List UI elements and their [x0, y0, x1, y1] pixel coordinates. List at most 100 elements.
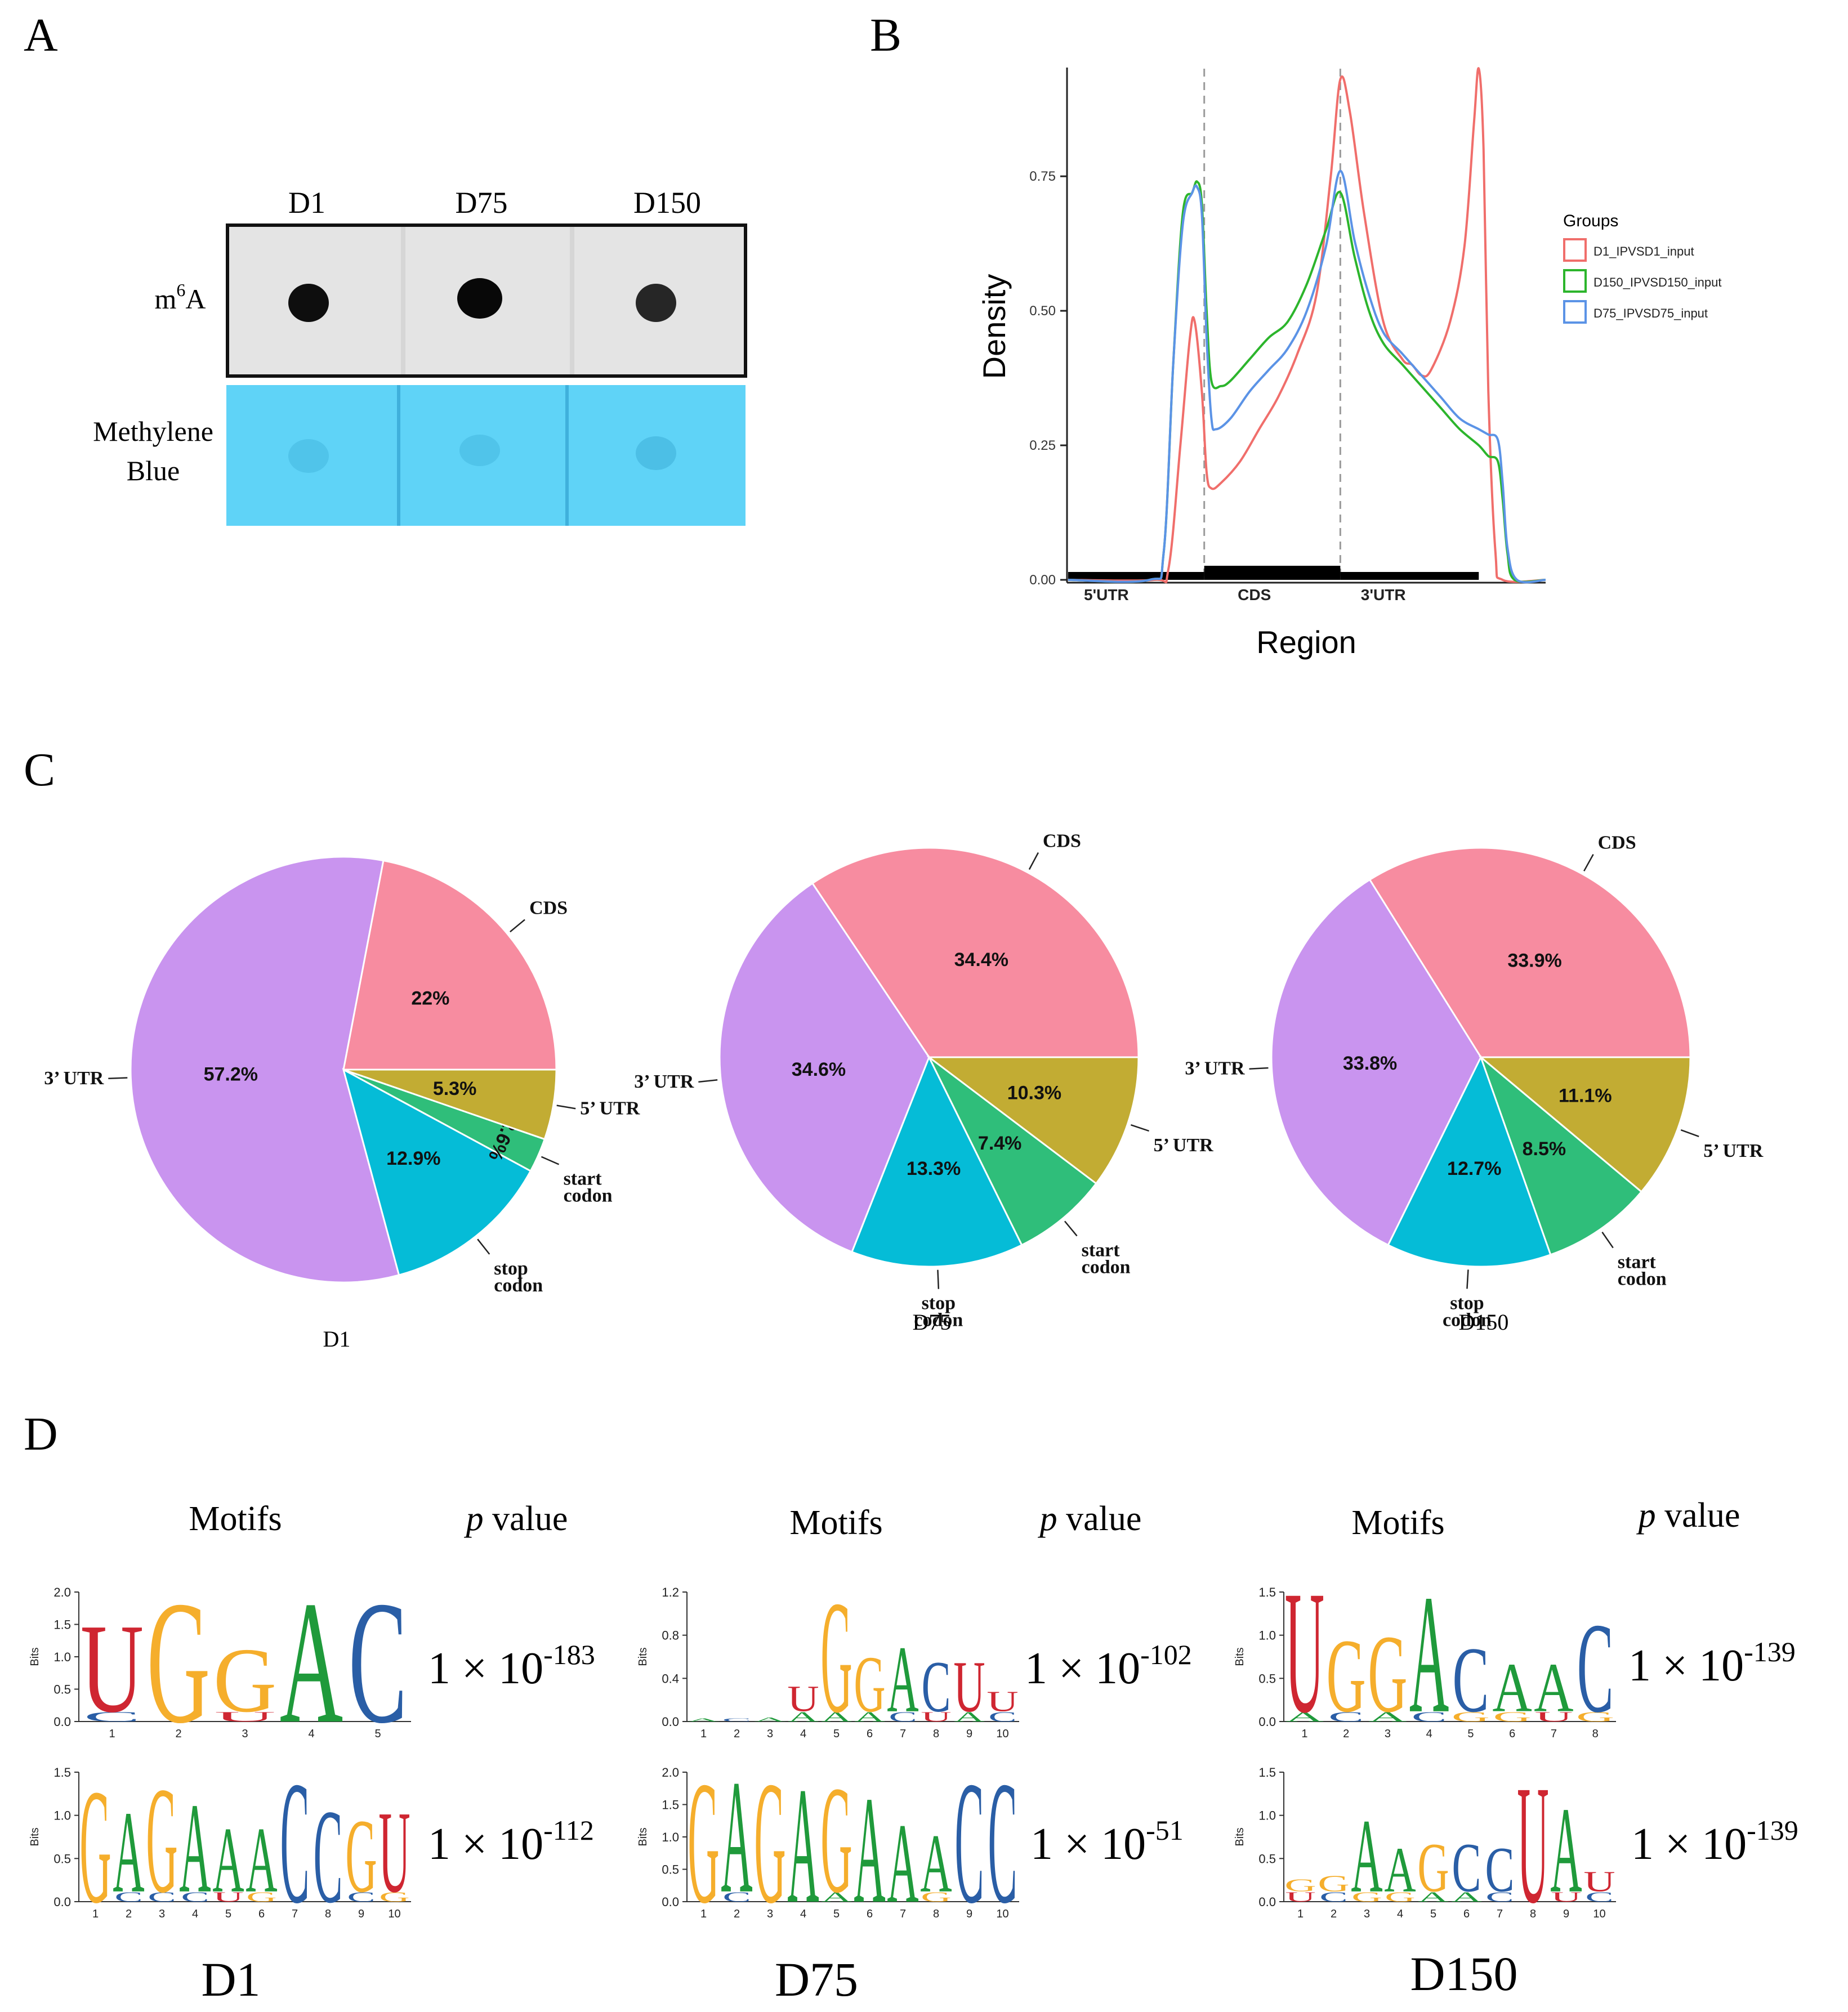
- pie-category-label: start: [1618, 1252, 1657, 1273]
- motifs-header: Motifs: [789, 1504, 882, 1542]
- pie-category-label: 3’ UTR: [44, 1068, 104, 1089]
- logo-letter: G: [1326, 1618, 1365, 1734]
- density-line-2: [1068, 169, 1546, 584]
- panel-letter-a: A: [24, 9, 58, 61]
- logo-position-label: 1: [109, 1728, 115, 1740]
- pie-leader-line: [108, 1077, 128, 1080]
- logo-letter: C: [347, 1889, 375, 1905]
- logo-letter: C: [1328, 1709, 1364, 1725]
- logo-letter: G: [854, 1639, 885, 1729]
- logo-y-tick-label: 1.5: [1258, 1765, 1276, 1779]
- m6a-dot-d1: [288, 284, 329, 322]
- logo-position-label: 8: [325, 1908, 331, 1920]
- logo-position-label: 10: [1593, 1908, 1605, 1920]
- logo-y-tick-label: 0.8: [662, 1629, 679, 1643]
- logo-letter: A: [1409, 1559, 1449, 1748]
- logo-position-label: 1: [1301, 1728, 1307, 1740]
- logo-letter: G: [379, 1889, 409, 1905]
- logo-letter: G: [688, 1746, 719, 1941]
- pie-category-label: codon: [1443, 1309, 1492, 1330]
- pie-slice: [928, 1056, 1097, 1246]
- logo-position-label: 1: [1297, 1908, 1304, 1920]
- pie-category-label: CDS: [1043, 830, 1081, 851]
- pie-category-label: codon: [1618, 1269, 1667, 1290]
- logo-letter: A: [1384, 1835, 1416, 1906]
- logo-letter: G: [1417, 1828, 1449, 1907]
- pie-slice: [718, 882, 930, 1253]
- blot-column-label: D75: [456, 186, 508, 220]
- motif-p-value: 1 × 10-51: [1030, 1814, 1184, 1869]
- logo-axis-label: Bits: [29, 1647, 41, 1666]
- logo-y-tick-label: 1.0: [662, 1830, 679, 1844]
- legend: Groups D1_IPVSD1_input D150_IPVSD150_inpu…: [1563, 212, 1722, 324]
- logo-letter: G: [79, 1755, 111, 1938]
- logo-position-label: 3: [242, 1728, 248, 1740]
- pie-category-label: start: [564, 1168, 602, 1189]
- blot-seam: [570, 227, 574, 374]
- logo-y-tick-label: 2.0: [53, 1585, 71, 1599]
- pie-category-label: 5’ UTR: [1154, 1135, 1214, 1156]
- logo-axis-label: Bits: [637, 1827, 649, 1846]
- panel-letter-b: B: [870, 9, 901, 61]
- legend-label: D150_IPVSD150_input: [1593, 275, 1722, 289]
- p-value-header: p value: [1636, 1496, 1740, 1535]
- logo-y-tick-label: 0.5: [662, 1863, 679, 1877]
- logo-letter: G: [1318, 1870, 1349, 1897]
- logo-letter: C: [1412, 1709, 1447, 1725]
- panel-a: D1 D75 D150 m6A Methylene Blue: [93, 186, 747, 526]
- y-tick-label: 0.00: [1029, 573, 1056, 588]
- logo-letter: C: [1585, 1889, 1613, 1905]
- logo-letter: C: [280, 1746, 310, 1941]
- legend-swatch: [1563, 269, 1587, 293]
- logo-y-tick-label: 0.0: [1258, 1715, 1276, 1729]
- x-axis-title: Region: [1256, 624, 1356, 660]
- logo-letter: A: [1550, 1781, 1582, 1919]
- utr3-bar: [1340, 572, 1479, 580]
- logo-letter: U: [1534, 1709, 1573, 1725]
- logo-y-tick-label: 1.5: [662, 1798, 679, 1812]
- logo-letter: G: [820, 1754, 852, 1925]
- logo-axis-label: Bits: [1234, 1647, 1246, 1666]
- logo-position-label: 7: [900, 1728, 906, 1740]
- logo-y-tick-label: 0.5: [1258, 1852, 1276, 1866]
- logo-y-tick-label: 0.4: [662, 1671, 679, 1685]
- pie-title: D150: [1459, 1309, 1509, 1335]
- pie-category-label: 3’ UTR: [1185, 1058, 1245, 1079]
- logo-letter: U: [1285, 1555, 1324, 1750]
- pie-category-label: 3’ UTR: [634, 1071, 694, 1092]
- pie-leader-line: [1130, 1124, 1150, 1132]
- logo-y-tick-label: 1.5: [53, 1765, 71, 1779]
- logo-letter: C: [722, 1718, 752, 1723]
- pie-leader-line: [556, 1105, 576, 1110]
- logo-letter: C: [1452, 1628, 1489, 1732]
- logo-letter: C: [1452, 1828, 1481, 1907]
- logo-position-label: 3: [767, 1728, 773, 1740]
- pie-slice: [1368, 847, 1691, 1058]
- logo-y-tick-label: 1.5: [1258, 1585, 1276, 1599]
- logo-letter: G: [1452, 1709, 1490, 1725]
- logo-position-label: 7: [1497, 1908, 1503, 1920]
- logo-axis-label: Bits: [1234, 1827, 1246, 1846]
- logo-letter: G: [1284, 1876, 1316, 1895]
- logo-position-label: 4: [192, 1908, 198, 1920]
- pie-percent-label: 13.3%: [907, 1158, 961, 1179]
- logo-letter: G: [754, 1746, 785, 1941]
- logo-letter: C: [722, 1889, 751, 1905]
- pie-category-label: CDS: [529, 898, 568, 919]
- pie-percent-label: 8.5%: [1523, 1138, 1566, 1160]
- pie-leader-line: [1064, 1220, 1078, 1237]
- pie-slice: [1478, 1056, 1691, 1193]
- logo-position-label: 5: [1430, 1908, 1436, 1920]
- pie-percent-label: 33.9%: [1507, 950, 1561, 972]
- legend-label: D75_IPVSD75_input: [1593, 306, 1708, 320]
- logo-position-label: 3: [159, 1908, 165, 1920]
- logo-letter: A: [1368, 1709, 1407, 1725]
- logo-letter: A: [245, 1808, 277, 1912]
- logo-position-label: 1: [92, 1908, 99, 1920]
- logo-letter: U: [1583, 1866, 1615, 1898]
- pie-slice: [1479, 1054, 1643, 1256]
- logo-letter: U: [987, 1685, 1018, 1718]
- logo-letter: A: [754, 1716, 785, 1723]
